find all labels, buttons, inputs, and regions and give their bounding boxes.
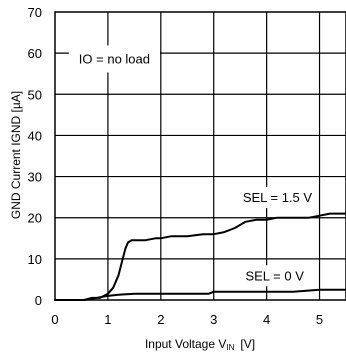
x-tick-label-1: 1: [104, 312, 111, 327]
y-tick-labels: 0 10 20 30 40 50 60 70: [28, 5, 42, 308]
y-tick-label-30: 30: [28, 170, 42, 185]
series-label-sel-1-5v: SEL = 1.5 V: [243, 190, 313, 205]
x-tick-label-5: 5: [316, 312, 323, 327]
series-line-sel-0v: [54, 288, 346, 301]
condition-label-background: [68, 45, 161, 73]
series-label-background-sel-0v: [239, 265, 311, 287]
series-lines: [54, 212, 346, 301]
y-tick-label-50: 50: [28, 87, 42, 102]
condition-label: IO = no load: [79, 51, 150, 66]
series-label-sel-0v: SEL = 0 V: [245, 268, 304, 283]
x-tick-label-3: 3: [210, 312, 217, 327]
y-tick-label-20: 20: [28, 211, 42, 226]
x-axis-title-unit: [V]: [240, 337, 255, 351]
y-tick-label-0: 0: [35, 293, 42, 308]
x-tick-label-0: 0: [51, 312, 58, 327]
y-tick-label-60: 60: [28, 46, 42, 61]
y-tick-label-40: 40: [28, 128, 42, 143]
x-axis-title-subscript: IN: [226, 343, 234, 352]
y-axis-title: GND Current IGND [µA]: [9, 91, 23, 219]
x-tick-label-2: 2: [157, 312, 164, 327]
x-axis-title: Input Voltage VIN [V]: [145, 337, 255, 352]
x-tick-label-4: 4: [263, 312, 270, 327]
y-tick-label-70: 70: [28, 5, 42, 20]
x-axis-title-main: Input Voltage V: [145, 337, 226, 351]
series-label-background-sel-1-5v: [236, 187, 319, 209]
y-tick-label-10: 10: [28, 252, 42, 267]
x-tick-labels: 0 1 2 3 4 5: [51, 312, 323, 327]
series-line-sel-1-5v: [54, 212, 346, 301]
plot-frame: [54, 11, 346, 301]
